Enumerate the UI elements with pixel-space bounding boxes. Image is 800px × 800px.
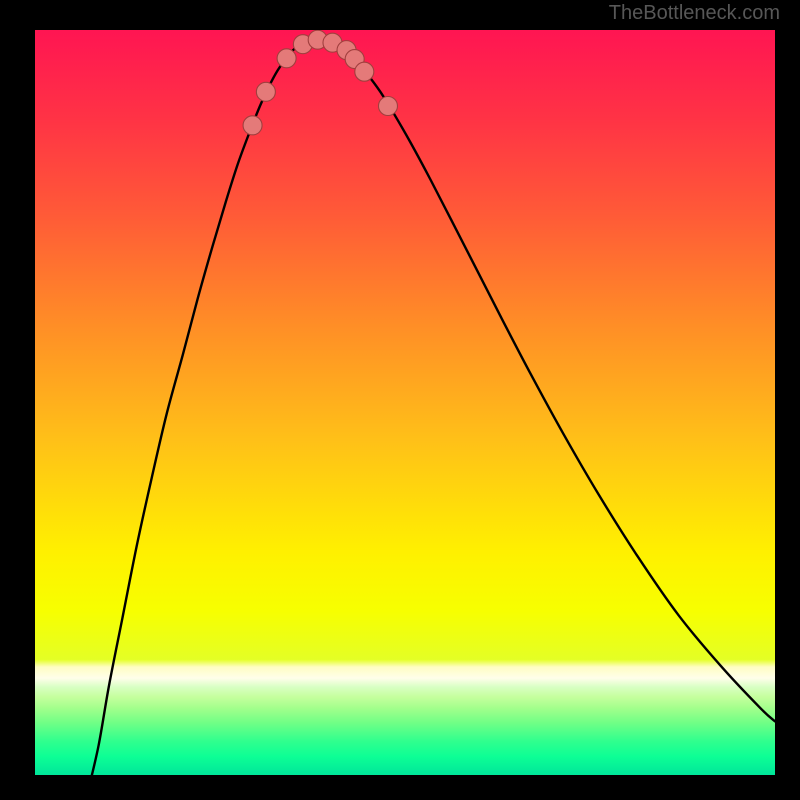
- curve-marker: [256, 82, 275, 101]
- curve-marker: [277, 49, 296, 68]
- gradient-background: [35, 30, 775, 775]
- attribution-text: TheBottleneck.com: [609, 2, 780, 25]
- plot-area: [35, 30, 775, 775]
- plot-svg: [35, 30, 775, 775]
- curve-marker: [378, 96, 397, 115]
- curve-marker: [243, 116, 262, 135]
- curve-marker: [355, 62, 374, 81]
